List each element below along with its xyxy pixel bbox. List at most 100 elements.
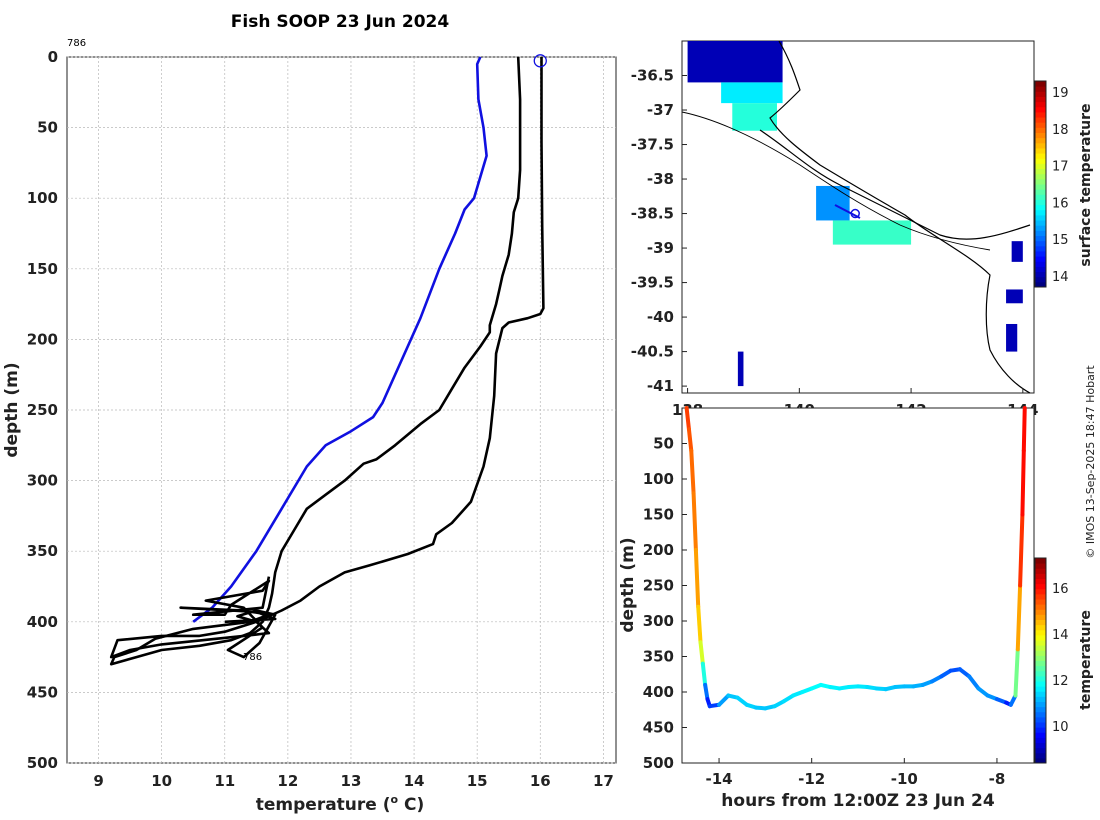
coastline	[769, 40, 1031, 394]
profile-y-tick-label: 450	[27, 683, 58, 701]
section-colorbar-label: temperature	[1078, 610, 1094, 710]
profile-axes-box	[66, 56, 617, 764]
section-track-segment	[698, 640, 705, 666]
section-colorbar-segment	[1035, 722, 1046, 728]
map-colorbar-segment	[1035, 204, 1046, 211]
profile-x-tick-label: 16	[530, 772, 551, 790]
section-colorbar-segment	[1035, 675, 1046, 682]
section-colorbar-segment	[1035, 619, 1046, 626]
section-track-segment	[691, 491, 698, 552]
section-colorbar-tick-label: 14	[1052, 628, 1069, 643]
map-colorbar-segment	[1035, 266, 1046, 273]
section-track-segment	[693, 548, 701, 609]
profile-x-tick-label: 15	[467, 772, 488, 790]
map-colorbar-segment	[1035, 132, 1046, 139]
profile-x-tick-label: 14	[404, 772, 425, 790]
profile-y-tick-label: 300	[27, 472, 58, 490]
section-y-tick-label: 250	[643, 577, 674, 595]
section-colorbar-segment	[1035, 727, 1046, 733]
section-colorbar-segment	[1035, 665, 1046, 672]
profile-y-tick-label: 500	[27, 754, 58, 772]
section-track-segment	[689, 448, 696, 496]
profile-x-tick-label: 11	[214, 772, 235, 790]
profile-y-tick-label: 200	[27, 330, 58, 348]
credit-text: © IMOS 13-Sep-2025 18:47 Hobart	[1084, 365, 1097, 559]
profile-surface-marker	[533, 54, 547, 68]
section-colorbar-segment	[1035, 691, 1046, 697]
profile-series	[109, 54, 547, 666]
profile-y-tick-label: 350	[27, 542, 58, 560]
map-colorbar-segment	[1035, 276, 1046, 283]
profile-series-line-2	[109, 56, 522, 666]
section-colorbar-segment	[1035, 660, 1046, 667]
section-colorbar-segment	[1035, 624, 1046, 631]
section-y-tick-label: 500	[643, 754, 674, 772]
map-colorbar-tick-label: 15	[1052, 233, 1069, 248]
section-track-segment	[1021, 406, 1027, 453]
section-colorbar-segment	[1035, 583, 1046, 590]
map-colorbar-segment	[1035, 168, 1046, 175]
profile-y-tick-label: 150	[27, 260, 58, 278]
profile-x-tick-label: 10	[151, 772, 172, 790]
section-colorbar-segment	[1035, 573, 1046, 579]
map-colorbar-segment	[1035, 137, 1046, 144]
map-colorbar-segment	[1035, 173, 1046, 180]
section-colorbar-segment	[1035, 711, 1046, 718]
section-colorbar-segment	[1035, 737, 1046, 743]
sst-patch	[721, 82, 783, 104]
section-colorbar-segment	[1035, 681, 1046, 687]
section-colorbar-segment	[1035, 650, 1046, 656]
section-colorbar-segment	[1035, 742, 1046, 749]
section-y-tick-label: 350	[643, 648, 674, 666]
map-colorbar-segment	[1035, 91, 1046, 97]
profile-y-label: depth (m)	[2, 362, 22, 457]
map-colorbar-segment	[1035, 158, 1046, 164]
section-y-tick-label: 150	[643, 506, 674, 524]
annotation-top: 786	[67, 38, 86, 49]
map-lat-tick-label: -40.5	[631, 343, 674, 361]
map-lat-tick-label: -36.5	[631, 67, 674, 85]
chart-title: Fish SOOP 23 Jun 2024	[231, 12, 450, 32]
map-colorbar-tick-label: 19	[1052, 86, 1069, 101]
section-track-segment	[1015, 583, 1023, 652]
section-x-tick-label: -8	[989, 770, 1006, 788]
section-axes-box	[681, 407, 1035, 764]
sst-patch	[732, 103, 777, 131]
map-colorbar-segment	[1035, 81, 1046, 87]
section-colorbar: 10 12 14 16	[1034, 557, 1069, 764]
section-colorbar-segment	[1035, 747, 1046, 754]
section-colorbar-segment	[1035, 604, 1046, 610]
map-colorbar-segment	[1035, 142, 1046, 149]
section-colorbar-segment	[1035, 609, 1046, 615]
section-colorbar-segment	[1035, 593, 1046, 600]
ship-track-recent	[834, 204, 861, 219]
section-y-tick-label: 300	[643, 612, 674, 630]
profile-x-ticks: 9 10 11 12 13 14 15 16 17	[93, 772, 613, 790]
map-colorbar-segment	[1035, 220, 1046, 226]
section-colorbar-segment	[1035, 670, 1046, 677]
section-track-segment	[700, 661, 708, 687]
map-colorbar-tick-label: 18	[1052, 123, 1069, 138]
section-track-segment	[1018, 512, 1025, 588]
section-colorbar-segment	[1035, 645, 1046, 651]
section-track-segment	[1020, 448, 1026, 517]
section-track-segment	[696, 604, 703, 645]
map-colorbar: 14 15 16 17 18 19	[1034, 80, 1069, 288]
section-colorbar-segment	[1035, 563, 1046, 569]
section-x-tick-label: -14	[705, 770, 732, 788]
section-colorbar-segment	[1035, 558, 1046, 564]
map-colorbar-segment	[1035, 111, 1046, 118]
section-y-tick-label: 50	[653, 435, 674, 453]
section-colorbar-frame	[1034, 557, 1047, 764]
map-colorbar-segment	[1035, 101, 1046, 108]
map-colorbar-segment	[1035, 261, 1046, 267]
profile-x-tick-label: 17	[593, 772, 614, 790]
section-colorbar-tick-label: 10	[1052, 720, 1069, 735]
profile-panel: Fish SOOP 23 Jun 2024 9 10 11 12 13 14 15 16 17 …	[2, 12, 617, 815]
map-colorbar-segment	[1035, 281, 1046, 288]
section-colorbar-segment	[1035, 640, 1046, 646]
section-colorbar-segment	[1035, 716, 1046, 723]
profile-y-tick-label: 0	[48, 48, 58, 66]
section-track-segment	[703, 682, 710, 702]
